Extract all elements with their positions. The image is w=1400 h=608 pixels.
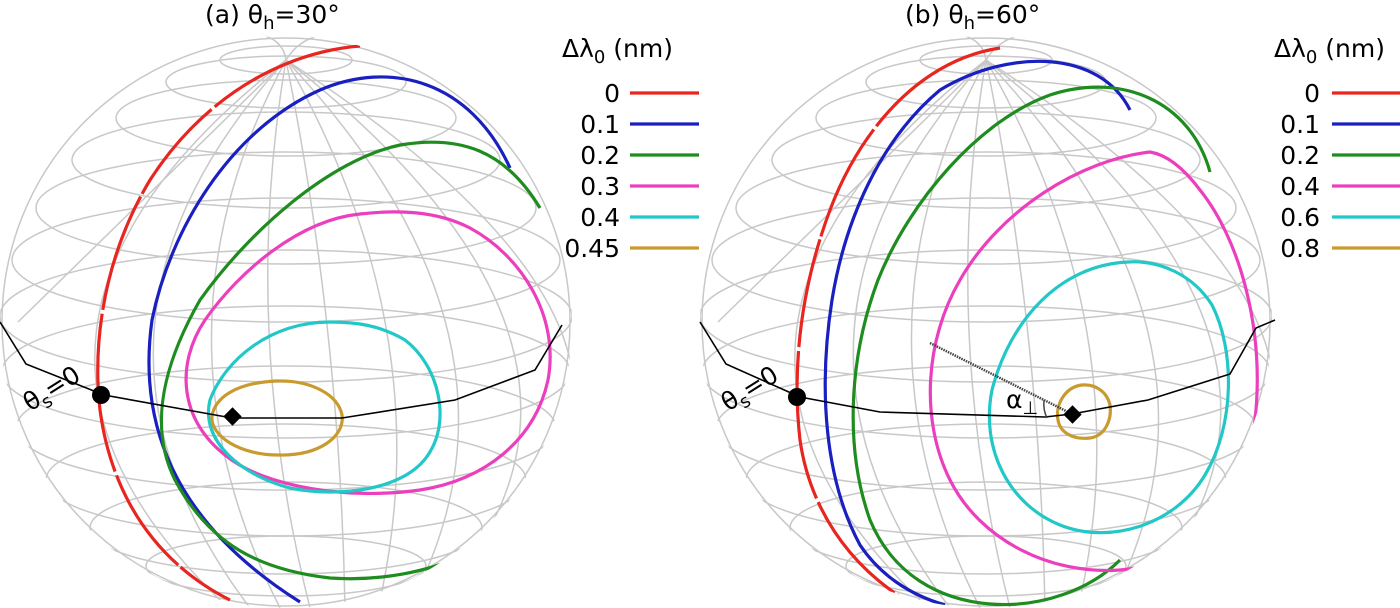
alpha-perp-line	[929, 341, 1073, 416]
contour-a-0	[96, 44, 361, 602]
legend-item-b-2: 0.2	[1280, 141, 1400, 170]
theta-s-label-a: θs=0	[18, 360, 88, 421]
legend-item-b-0: 0	[1304, 79, 1400, 108]
hub-marker-a	[223, 407, 242, 426]
alpha-perp-label: α⊥	[1006, 385, 1038, 419]
legend-label: 0	[1304, 79, 1320, 108]
contour-b-0.1	[823, 59, 1132, 607]
legend-title-a: Δλ0 (nm)	[562, 34, 673, 68]
legend-label: 0.1	[1280, 110, 1320, 139]
contour-b-0	[795, 46, 1001, 602]
theta-s-label-b: θs=0	[716, 360, 786, 421]
contour-a-0.3	[184, 210, 552, 495]
legend-label: 0.2	[1280, 141, 1320, 170]
hub-marker-b	[1063, 405, 1082, 424]
contour-b-0.6	[987, 260, 1230, 535]
legend-item-b-3: 0.4	[1280, 172, 1400, 201]
theta-s-zero-point-b	[788, 388, 806, 406]
legend-item-a-3: 0.3	[580, 172, 699, 201]
legend-b: Δλ0 (nm) 0 0.1 0.2 0.4 0.6	[1274, 34, 1400, 263]
legend-a: Δλ0 (nm) 0 0.1 0.2 0.3 0.4	[562, 34, 699, 263]
legend-item-a-0: 0	[604, 79, 699, 108]
legend-label: 0.3	[580, 172, 620, 201]
contour-a-0.45	[210, 379, 344, 457]
contour-a-0.2	[159, 140, 557, 581]
theta-s-zero-point-a	[92, 386, 110, 404]
sphere-b	[700, 36, 1272, 608]
legend-item-a-5: 0.45	[564, 234, 699, 263]
sphere-a	[0, 36, 572, 608]
panel-b: (b) θh=60° θs=0 α⊥ Δλ0 (nm) 0 0.1 0.2	[699, 0, 1400, 608]
sphere-outline-a	[1, 37, 571, 607]
legend-item-a-1: 0.1	[580, 110, 699, 139]
panel-title-b: (b) θh=60°	[905, 0, 1040, 34]
legend-label: 0.1	[580, 110, 620, 139]
legend-item-a-4: 0.4	[580, 203, 699, 232]
panel-a: (a) θh=30° θs=0 Δλ0 (nm) 0 0.1 0.2 0.3	[0, 0, 699, 608]
legend-label: 0.2	[580, 141, 620, 170]
contour-b-0.4	[928, 150, 1259, 573]
legend-label: 0.45	[564, 234, 620, 263]
meridian-line-a	[0, 321, 563, 419]
legend-label: 0.4	[1280, 172, 1320, 201]
legend-label: 0.4	[580, 203, 620, 232]
legend-title-b: Δλ0 (nm)	[1274, 34, 1385, 68]
alpha-angle-arc	[1043, 399, 1048, 419]
legend-item-b-4: 0.6	[1280, 203, 1400, 232]
legend-item-b-5: 0.8	[1280, 234, 1400, 263]
contours-b	[795, 46, 1259, 607]
contour-a-0.4	[206, 320, 442, 494]
legend-item-b-1: 0.1	[1280, 110, 1400, 139]
legend-label: 0	[604, 79, 620, 108]
contours-a	[96, 44, 557, 604]
legend-label: 0.6	[1280, 203, 1320, 232]
legend-label: 0.8	[1280, 234, 1320, 263]
meridian-line-b	[699, 319, 1276, 418]
legend-item-a-2: 0.2	[580, 141, 699, 170]
panel-title-a: (a) θh=30°	[205, 0, 340, 34]
contour-a-0.1	[147, 75, 512, 604]
contour-b-0.2	[851, 85, 1212, 607]
